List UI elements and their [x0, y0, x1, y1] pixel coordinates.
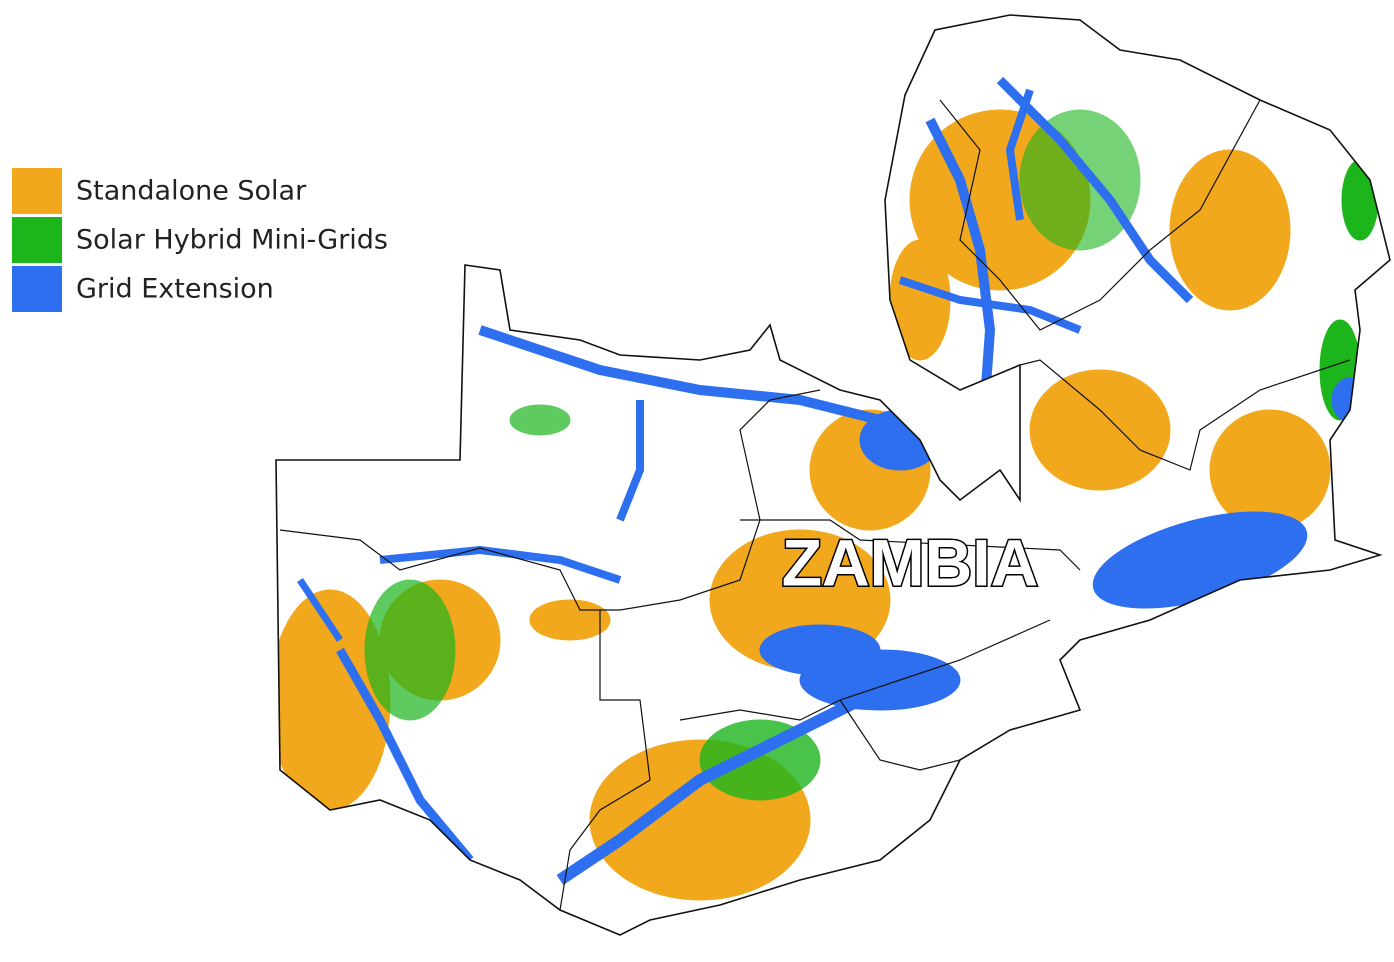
legend: Standalone Solar Solar Hybrid Mini-Grids G…: [12, 168, 388, 312]
grid-extension-areas: [297, 76, 1369, 885]
legend-swatch: [12, 168, 62, 214]
legend-label: Standalone Solar: [76, 176, 307, 207]
legend-label: Solar Hybrid Mini-Grids: [76, 225, 388, 256]
country-label: ZAMBIA: [782, 525, 1039, 599]
coverage-areas: [276, 76, 1379, 901]
province-boundaries: [279, 99, 1351, 911]
legend-label: Grid Extension: [76, 274, 274, 305]
legend-swatch: [12, 217, 62, 263]
legend-swatch: [12, 266, 62, 312]
